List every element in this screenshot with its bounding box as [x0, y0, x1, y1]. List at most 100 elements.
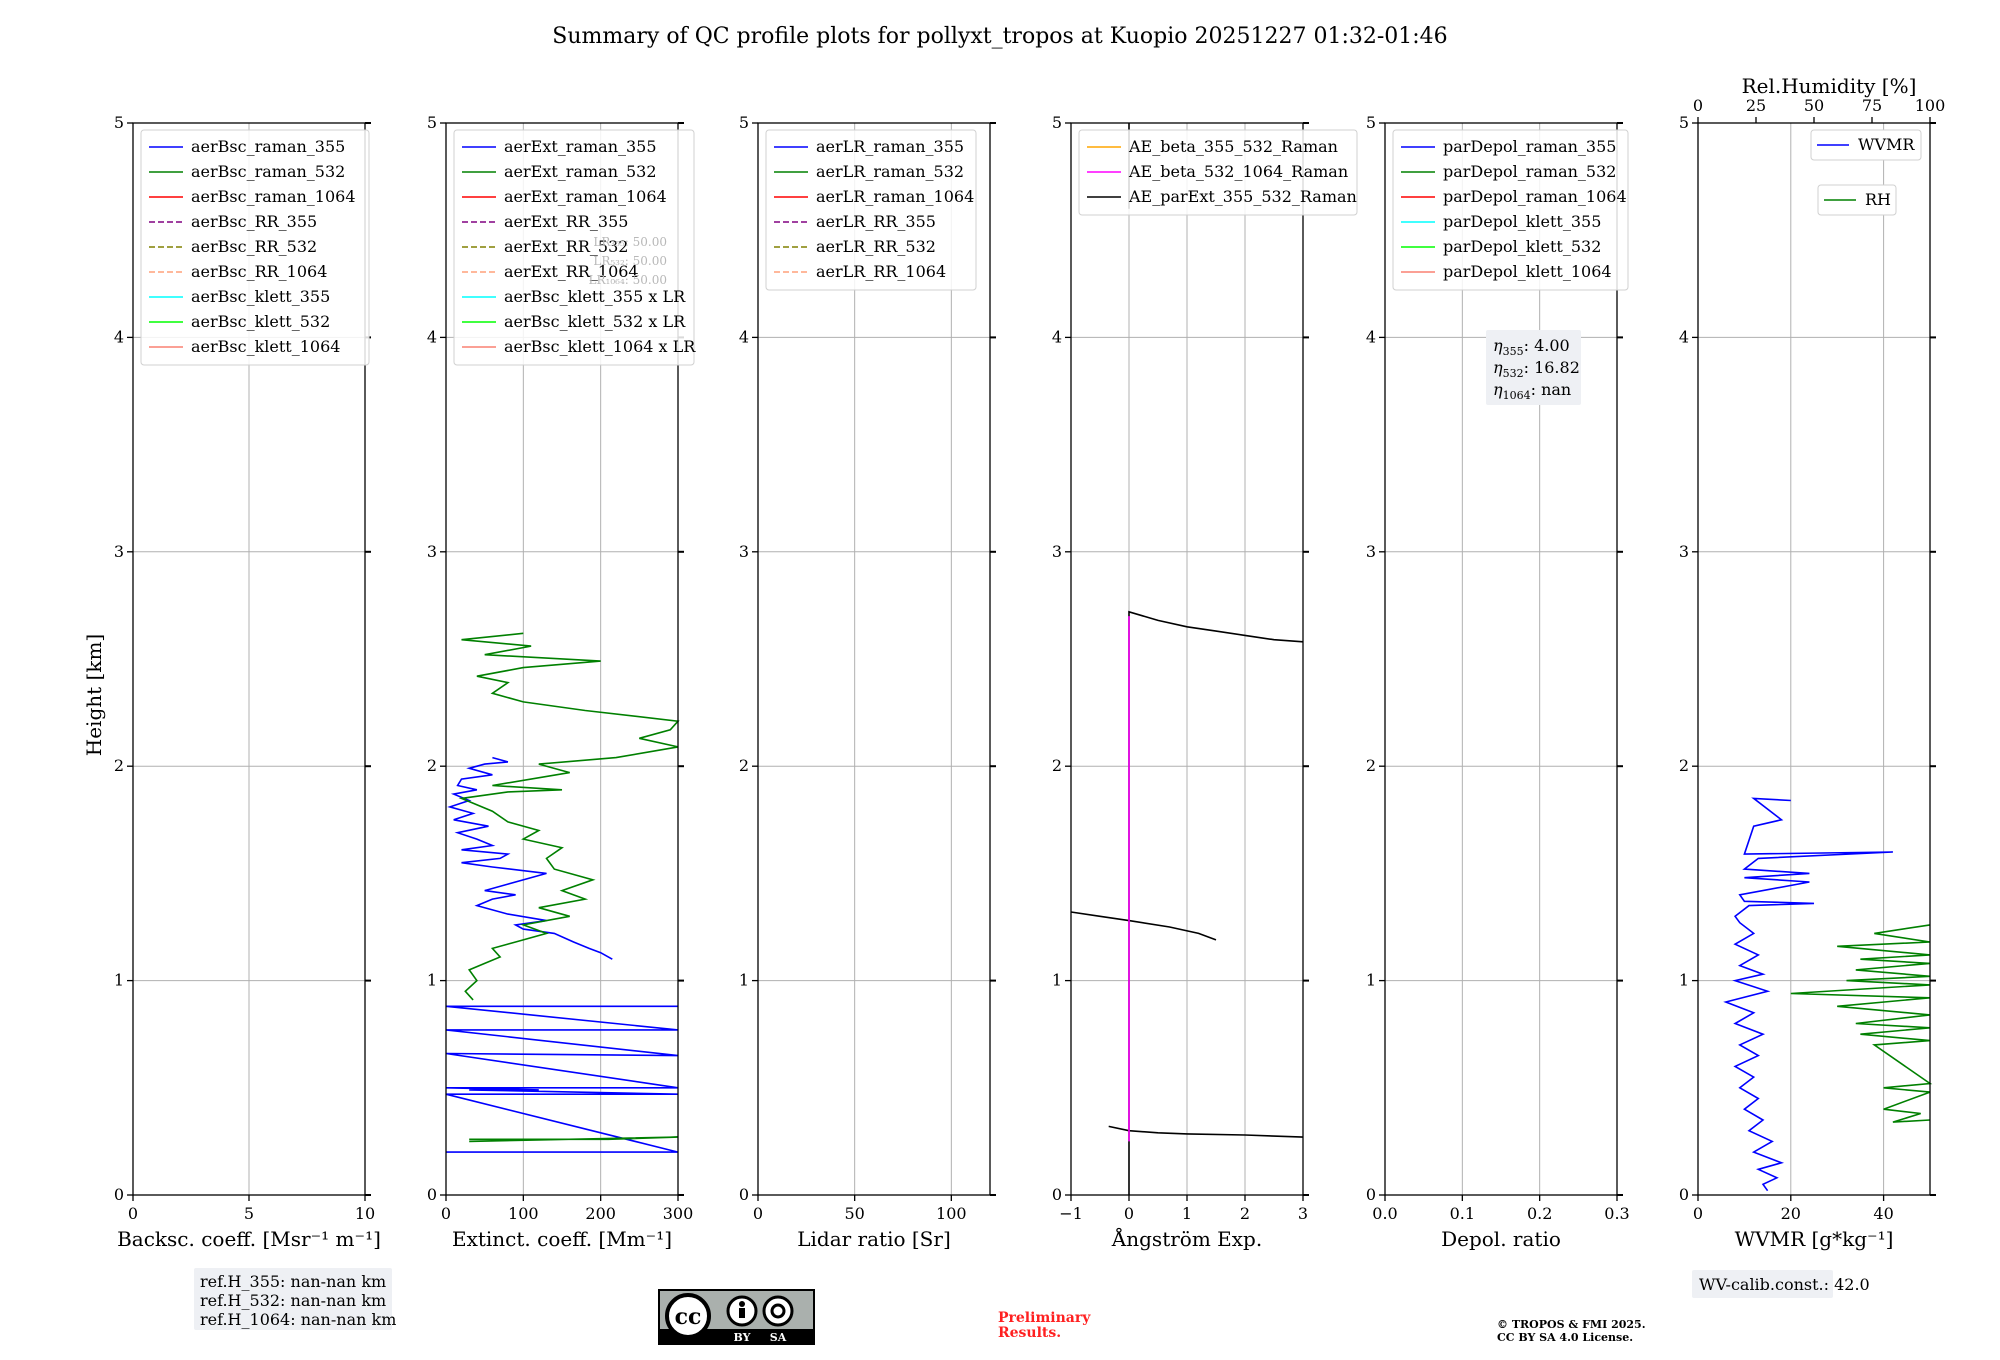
- ytick-label: 0: [427, 1185, 437, 1204]
- legend-box: [1078, 129, 1358, 216]
- figure-title: Summary of QC profile plots for pollyxt_…: [552, 24, 1447, 49]
- legend-label: RH: [1865, 190, 1891, 209]
- lr-annotation: LR₅₃₂: 50.00: [593, 254, 667, 268]
- cc-license-badge: cc BY SA: [658, 1289, 815, 1345]
- ytick-label: 1: [1366, 971, 1376, 990]
- legend-label: aerExt_RR_1064: [504, 262, 639, 281]
- ref-height-355: ref.H_355: nan-nan km: [200, 1272, 386, 1291]
- sa-label: SA: [770, 1331, 787, 1344]
- panel-depol: 0 1 2 3 4 5 0.0 0.1 0.2 0.3 Depol. ratio parDepol_r…: [1366, 113, 1630, 1251]
- top-tick-label: 50: [1804, 96, 1824, 115]
- legend-label: aerLR_raman_1064: [816, 187, 974, 206]
- legend-label: aerBsc_RR_532: [191, 237, 317, 256]
- ytick-label: 2: [1052, 756, 1062, 775]
- ytick-label: 3: [739, 542, 749, 561]
- ref-height-1064: ref.H_1064: nan-nan km: [200, 1310, 396, 1329]
- ytick-label: 0: [1366, 1185, 1376, 1204]
- legend-label: aerBsc_klett_1064: [191, 337, 340, 356]
- panel-extinction: 0 1 2 3 4 5 0 100 200 300 Extinct. coeff. [Mm⁻¹] ae…: [427, 113, 696, 1251]
- legend-box: [1810, 129, 1922, 161]
- xtick-label: 100: [936, 1204, 967, 1223]
- ytick-label: 1: [739, 971, 749, 990]
- preliminary-line2: Results.: [998, 1325, 1061, 1341]
- sa-share-icon: [762, 1295, 794, 1327]
- xtick-label: −1: [1059, 1204, 1083, 1223]
- xtick-label: 0.2: [1527, 1204, 1552, 1223]
- legend-label: aerExt_RR_532: [504, 237, 628, 256]
- wv-calib-text: WV-calib.const.: 42.0: [1699, 1275, 1870, 1294]
- series-aerExt_raman_355: [445, 1005, 679, 1153]
- x-axis-label: Backsc. coeff. [Msr⁻¹ m⁻¹]: [117, 1227, 381, 1251]
- eta-label: η1064: nan: [1493, 380, 1571, 402]
- ytick-label: 4: [114, 327, 124, 346]
- xtick-label: 5: [244, 1204, 254, 1223]
- legend-label: parDepol_raman_355: [1443, 137, 1616, 156]
- ytick-label: 2: [427, 756, 437, 775]
- ytick-label: 4: [1679, 327, 1689, 346]
- legend-label: parDepol_klett_1064: [1443, 262, 1612, 281]
- ytick-label: 0: [739, 1185, 749, 1204]
- preliminary-line1: Preliminary: [998, 1310, 1091, 1326]
- xtick-label: 0.0: [1372, 1204, 1397, 1223]
- legend-label: aerBsc_raman_1064: [191, 187, 356, 206]
- legend-label: aerBsc_klett_1064 x LR: [504, 337, 696, 356]
- ytick-label: 1: [1052, 971, 1062, 990]
- legend-label: parDepol_klett_532: [1443, 237, 1601, 256]
- top-tick-label: 75: [1862, 96, 1882, 115]
- ytick-label: 1: [1679, 971, 1689, 990]
- ytick-label: 1: [114, 971, 124, 990]
- legend-box: [453, 129, 695, 366]
- legend-label: AE_beta_355_532_Raman: [1128, 137, 1338, 156]
- ytick-label: 3: [114, 542, 124, 561]
- legend-box: [1817, 184, 1897, 216]
- xtick-label: 2: [1240, 1204, 1250, 1223]
- eta-subscript: 1064: [1503, 389, 1531, 402]
- legend-label: aerExt_raman_532: [504, 162, 657, 181]
- top-tick-label: 100: [1915, 96, 1946, 115]
- ytick-label: 5: [427, 113, 437, 132]
- xtick-label: 200: [585, 1204, 616, 1223]
- series-AE_parExt_355_532_Raman_mid: [1070, 911, 1217, 941]
- eta-value: : nan: [1531, 380, 1572, 399]
- legend-label: parDepol_klett_355: [1443, 212, 1601, 231]
- xtick-label: 0.1: [1450, 1204, 1475, 1223]
- panel-backscatter: 0 1 2 3 4 5 0 5 10 Backsc. coeff. [Msr⁻¹ m⁻¹] aerB…: [114, 113, 381, 1251]
- legend-label: aerBsc_RR_1064: [191, 262, 327, 281]
- ytick-label: 5: [739, 113, 749, 132]
- xtick-label: 300: [663, 1204, 694, 1223]
- axes-frame: [1384, 122, 1618, 1196]
- xtick-label: 0: [1693, 1204, 1703, 1223]
- legend-label: AE_beta_532_1064_Raman: [1128, 162, 1348, 181]
- x-axis-label: WVMR [g*kg⁻¹]: [1735, 1227, 1894, 1251]
- ytick-label: 0: [1679, 1185, 1689, 1204]
- ytick-label: 3: [427, 542, 437, 561]
- ytick-label: 2: [739, 756, 749, 775]
- lr-annotation: LR₁₀₆₄: 50.00: [589, 273, 667, 287]
- eta-label: η355: 4.00: [1493, 336, 1570, 358]
- ytick-label: 2: [1679, 756, 1689, 775]
- xtick-label: 20: [1781, 1204, 1801, 1223]
- ytick-label: 3: [1679, 542, 1689, 561]
- legend-label: aerBsc_RR_355: [191, 212, 317, 231]
- legend-label: aerExt_raman_1064: [504, 187, 667, 206]
- x-axis-label: Extinct. coeff. [Mm⁻¹]: [452, 1227, 672, 1251]
- eta-value: : 16.82: [1524, 358, 1580, 377]
- xtick-label: 40: [1873, 1204, 1893, 1223]
- xtick-label: 0: [441, 1204, 451, 1223]
- legend-label: aerLR_RR_1064: [816, 262, 946, 281]
- xtick-label: 3: [1298, 1204, 1308, 1223]
- axes-frame: [445, 122, 679, 1196]
- ytick-label: 5: [114, 113, 124, 132]
- xtick-label: 50: [844, 1204, 864, 1223]
- ytick-label: 1: [427, 971, 437, 990]
- series-RH: [1790, 924, 1933, 1123]
- axes-frame: [1697, 122, 1931, 1196]
- eta-subscript: 355: [1503, 345, 1524, 358]
- ref-height-532: ref.H_532: nan-nan km: [200, 1291, 386, 1310]
- axes-frame: [757, 122, 991, 1196]
- ytick-label: 3: [1366, 542, 1376, 561]
